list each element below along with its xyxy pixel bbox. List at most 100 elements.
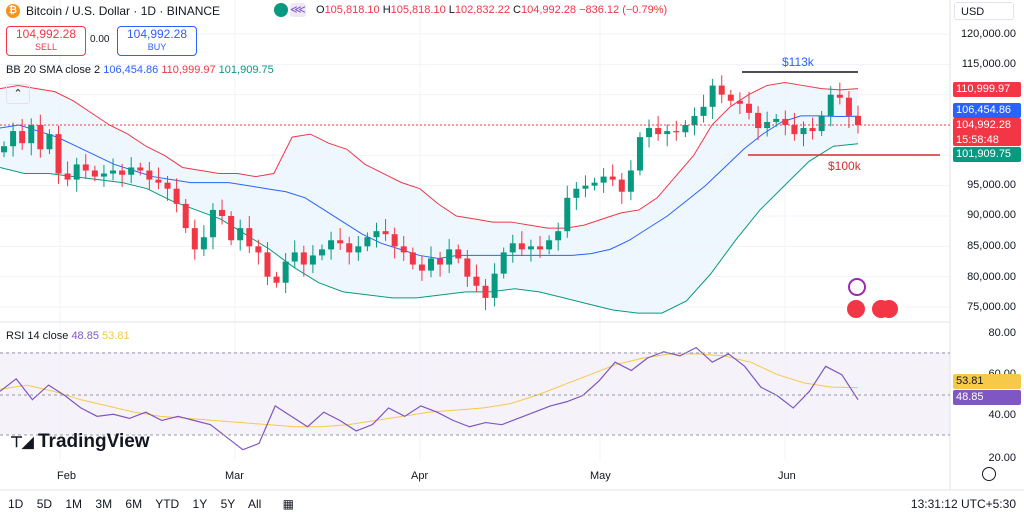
share-icon[interactable]: ⋘ <box>290 3 306 17</box>
bb-lower-tag: 101,909.75 <box>953 147 1021 162</box>
rsi-tick: 80.00 <box>988 327 1016 339</box>
range-3m[interactable]: 3M <box>95 497 113 511</box>
us-flag-event-icon[interactable] <box>847 300 865 318</box>
price-tick: 115,000.00 <box>961 58 1016 70</box>
range-1d[interactable]: 1D <box>8 497 24 511</box>
candle-body <box>200 237 207 250</box>
candle-body <box>291 252 298 262</box>
bb-legend[interactable]: BB 20 SMA close 2 106,454.86 110,999.97 … <box>6 64 274 76</box>
candle-body <box>19 131 26 144</box>
currency-button[interactable]: USD <box>954 2 1014 20</box>
candle-body <box>273 276 280 283</box>
candle-body <box>364 237 371 247</box>
candle-body <box>773 118 780 122</box>
candle-body <box>173 188 180 204</box>
price-tick: 95,000.00 <box>967 179 1016 191</box>
candle-body <box>418 264 425 271</box>
bb-basis-line <box>0 115 859 259</box>
candle-body <box>755 112 762 129</box>
candle-body <box>100 173 107 177</box>
time-tick: Mar <box>225 470 244 482</box>
candle-body <box>437 258 444 265</box>
rsi-legend[interactable]: RSI 14 close 48.85 53.81 <box>6 330 130 342</box>
price-tick: 120,000.00 <box>960 28 1016 40</box>
tradingview-logo-icon: ⊤◢ <box>10 434 34 451</box>
candle-body <box>337 240 344 244</box>
crypto-event-icon[interactable] <box>848 278 866 296</box>
rsi-tick: 20.00 <box>988 452 1016 464</box>
candle-body <box>636 137 643 171</box>
candle-body <box>836 94 843 98</box>
range-5y[interactable]: 5Y <box>220 497 236 511</box>
clock-readout[interactable]: 13:31:12 UTC+5:30 <box>910 497 1016 511</box>
candle-body <box>164 182 171 189</box>
candle-body <box>10 131 17 147</box>
price-tick: 90,000.00 <box>967 209 1016 221</box>
candle-body <box>464 258 471 277</box>
range-6m[interactable]: 6M <box>125 497 143 511</box>
candle-body <box>682 125 689 133</box>
annotation-high-label[interactable]: $113k <box>782 55 814 69</box>
sell-button[interactable]: 104,992.28 SELL <box>6 26 86 56</box>
tradingview-watermark: ⊤◢ TradingView <box>10 431 150 452</box>
candle-body <box>64 173 71 180</box>
range-1y[interactable]: 1Y <box>192 497 208 511</box>
candle-body <box>855 115 861 126</box>
candle-body <box>646 128 653 138</box>
candle-body <box>691 115 698 125</box>
candle-body <box>428 258 434 271</box>
bb-fill <box>0 82 858 314</box>
symbol-title[interactable]: Bitcoin / U.S. Dollar · 1D · BINANCE <box>26 4 221 18</box>
candle-body <box>609 176 616 180</box>
candle-body <box>246 228 253 247</box>
time-tick: May <box>590 470 611 482</box>
candle-body <box>355 246 362 253</box>
candle-body <box>137 167 144 171</box>
candle-body <box>500 252 507 274</box>
range-5d[interactable]: 5D <box>36 497 53 511</box>
bb-basis-tag: 106,454.86 <box>953 103 1021 118</box>
candle-body <box>791 125 798 135</box>
rsi-band <box>0 352 950 435</box>
last-price-tag: 104,992.28 15:58:48 <box>953 118 1021 146</box>
spread-value: 0.00 <box>90 34 110 45</box>
candle-body <box>128 167 135 175</box>
range-ytd[interactable]: YTD <box>155 497 180 511</box>
price-tick: 80,000.00 <box>967 271 1016 283</box>
settings-gear-icon[interactable] <box>982 467 996 481</box>
candle-body <box>655 128 662 135</box>
rsi-value-tag: 48.85 <box>953 390 1021 405</box>
candle-body <box>764 121 771 129</box>
bb-lower-line <box>0 143 859 314</box>
candle-body <box>37 125 44 150</box>
buy-button[interactable]: 104,992.28 BUY <box>117 26 197 56</box>
candle-body <box>600 176 607 183</box>
candle-body <box>119 170 126 175</box>
time-tick: Feb <box>57 470 76 482</box>
bb-upper-tag: 110,999.97 <box>953 82 1021 97</box>
candle-body <box>318 249 325 256</box>
us-flag-event-icon-3[interactable] <box>880 300 898 318</box>
candle-body <box>618 179 625 192</box>
candle-body <box>55 134 62 174</box>
candle-body <box>219 209 226 216</box>
candle-body <box>382 231 389 235</box>
candle-body <box>28 125 35 144</box>
candle-body <box>709 85 716 107</box>
candle-body <box>282 261 289 283</box>
candle-body <box>827 94 834 116</box>
candle-body <box>110 170 117 174</box>
time-tick: Apr <box>411 470 429 482</box>
candle-body <box>155 179 162 183</box>
range-1m[interactable]: 1M <box>65 497 83 511</box>
range-all[interactable]: All <box>247 497 262 511</box>
candle-body <box>591 182 598 186</box>
candle-body <box>582 185 589 189</box>
date-range-calendar-icon[interactable]: ▦ <box>282 497 294 511</box>
bb-upper-line <box>0 82 859 229</box>
collapse-legend-chevron-icon[interactable]: ⌃ <box>6 84 30 104</box>
price-tick: 85,000.00 <box>967 240 1016 252</box>
annotation-low-label[interactable]: $100k <box>828 159 861 173</box>
candle-body <box>664 131 671 135</box>
